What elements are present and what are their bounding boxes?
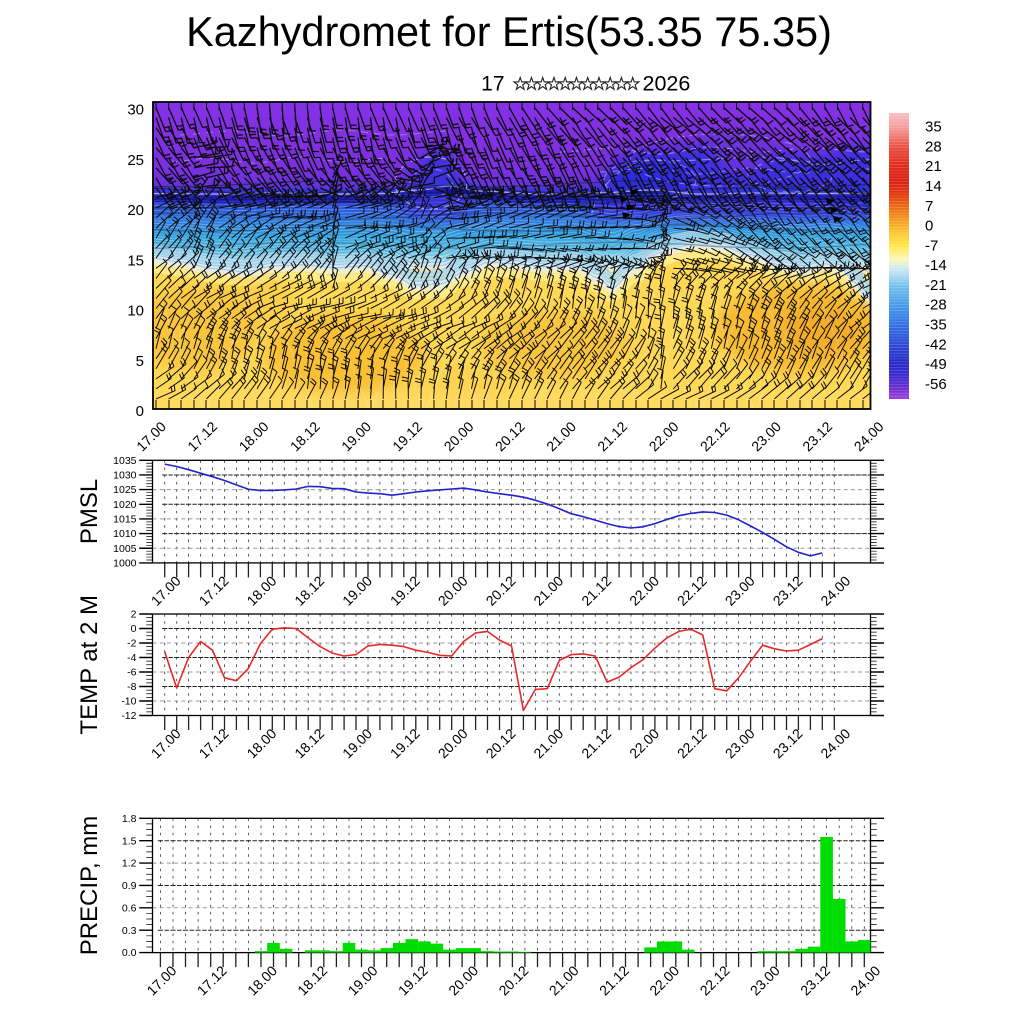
svg-text:-6: -6	[127, 667, 136, 679]
svg-text:PMSL: PMSL	[76, 479, 103, 544]
svg-text:20: 20	[127, 202, 144, 219]
svg-text:-21: -21	[925, 277, 947, 294]
svg-text:TEMP at 2 M: TEMP at 2 M	[76, 595, 103, 735]
svg-text:-12: -12	[121, 710, 136, 722]
svg-text:17: 17	[481, 73, 504, 96]
svg-text:0.0: 0.0	[122, 947, 137, 959]
svg-text:7: 7	[925, 198, 933, 215]
svg-text:0.6: 0.6	[122, 902, 137, 914]
svg-text:-4: -4	[127, 652, 136, 664]
svg-text:14: 14	[925, 178, 942, 195]
svg-text:-8: -8	[127, 681, 136, 693]
svg-text:-28: -28	[925, 297, 947, 314]
svg-text:1020: 1020	[113, 499, 137, 511]
svg-text:2: 2	[131, 609, 137, 621]
svg-text:25: 25	[127, 152, 144, 169]
svg-text:-10: -10	[121, 696, 136, 708]
svg-text:1015: 1015	[113, 514, 137, 526]
svg-text:1030: 1030	[113, 470, 137, 482]
svg-text:1.8: 1.8	[122, 813, 137, 825]
svg-text:1035: 1035	[113, 455, 137, 467]
svg-text:21: 21	[925, 158, 942, 175]
svg-text:-56: -56	[925, 376, 947, 393]
svg-text:Kazhydromet for Ertis(53.35 75: Kazhydromet for Ertis(53.35 75.35)	[186, 8, 832, 55]
svg-text:30: 30	[127, 102, 144, 119]
svg-text:28: 28	[925, 138, 942, 155]
svg-text:0.9: 0.9	[122, 880, 137, 892]
svg-text:10: 10	[127, 303, 144, 320]
svg-text:15: 15	[127, 252, 144, 269]
svg-text:1005: 1005	[113, 543, 137, 555]
svg-text:-2: -2	[127, 638, 136, 650]
svg-text:0: 0	[131, 623, 137, 635]
svg-text:-42: -42	[925, 336, 947, 353]
svg-text:35: 35	[925, 119, 942, 136]
svg-text:1010: 1010	[113, 528, 137, 540]
svg-text:-14: -14	[925, 257, 947, 274]
svg-text:0: 0	[925, 218, 933, 235]
svg-text:-35: -35	[925, 317, 947, 334]
svg-text:5: 5	[136, 353, 144, 370]
svg-text:1.5: 1.5	[122, 835, 137, 847]
svg-text:PRECIP, mm: PRECIP, mm	[76, 816, 103, 956]
svg-text:-7: -7	[925, 237, 938, 254]
svg-text:-49: -49	[925, 356, 947, 373]
svg-text:0: 0	[136, 403, 144, 420]
svg-text:1.2: 1.2	[122, 858, 137, 870]
svg-text:1000: 1000	[113, 558, 137, 570]
svg-text:2026: 2026	[643, 72, 691, 96]
svg-text:1025: 1025	[113, 484, 137, 496]
svg-text:0.3: 0.3	[122, 925, 137, 937]
